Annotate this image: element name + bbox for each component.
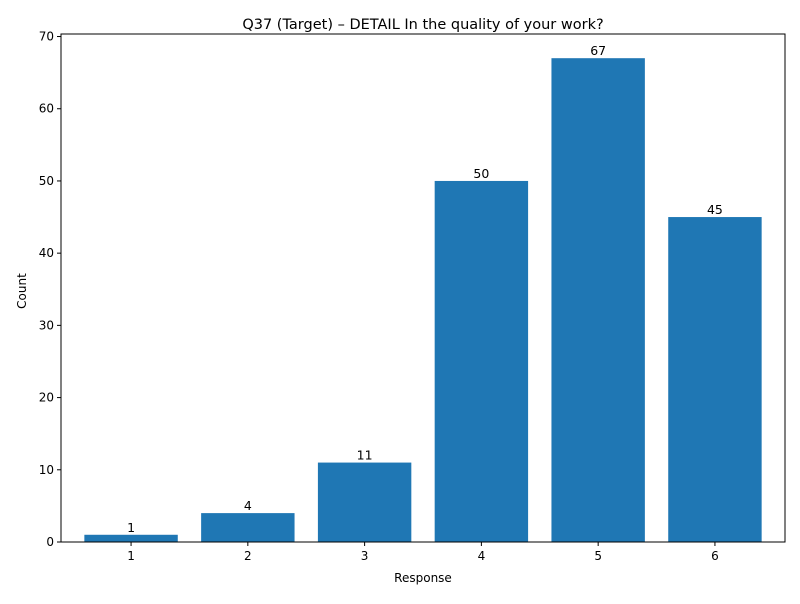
y-tick-label: 0 — [46, 535, 54, 549]
x-tick-label: 4 — [478, 549, 486, 563]
y-axis-label: Count — [15, 273, 29, 309]
bars-layer — [84, 58, 762, 543]
bar — [201, 513, 295, 542]
bar — [434, 180, 529, 542]
x-tick-label: 2 — [244, 549, 252, 563]
y-tick-label: 50 — [39, 174, 54, 188]
bar-value-label: 11 — [357, 448, 373, 463]
bar-value-label: 67 — [590, 43, 606, 58]
bar-value-label: 45 — [707, 202, 723, 217]
bar-value-label: 4 — [244, 498, 252, 513]
bar — [668, 217, 762, 543]
bar-value-label: 50 — [473, 166, 489, 181]
y-tick-label: 60 — [39, 102, 54, 116]
chart-title: Q37 (Target) – DETAIL In the quality of … — [242, 17, 603, 33]
bar — [551, 58, 645, 542]
y-tick-label: 20 — [39, 391, 54, 405]
x-axis: 1 2 3 4 5 6 — [127, 542, 719, 563]
x-tick-label: 3 — [361, 549, 369, 563]
y-axis: 0 10 20 30 40 50 60 70 — [39, 30, 61, 549]
x-tick-label: 5 — [594, 549, 602, 563]
x-tick-label: 6 — [711, 549, 719, 563]
bar — [84, 534, 178, 542]
bar-value-label: 1 — [127, 520, 135, 535]
bar — [317, 462, 412, 542]
y-tick-label: 70 — [39, 30, 54, 44]
y-tick-label: 10 — [39, 463, 54, 477]
plot-frame — [60, 33, 786, 543]
y-tick-label: 40 — [39, 246, 54, 260]
bar-labels-layer: 1 4 11 50 67 45 — [127, 43, 723, 535]
y-tick-label: 30 — [39, 318, 54, 332]
x-axis-label: Response — [394, 571, 452, 585]
x-tick-label: 1 — [127, 549, 135, 563]
